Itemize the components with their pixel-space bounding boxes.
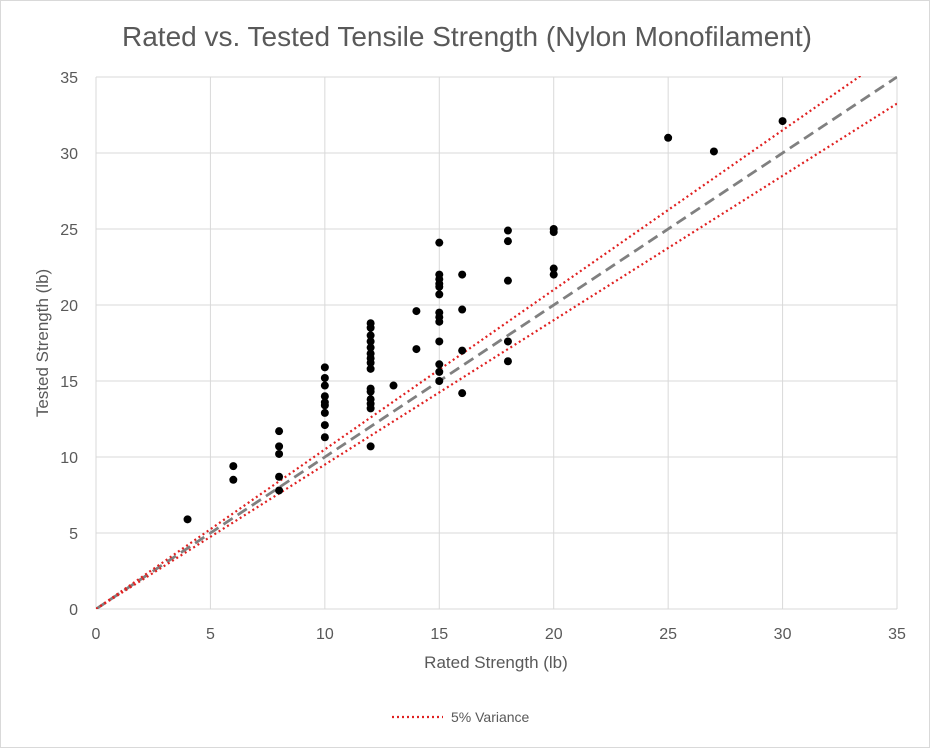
- legend: 5% Variance: [392, 709, 530, 725]
- data-point: [320, 373, 329, 382]
- data-point: [664, 133, 673, 142]
- data-point: [435, 360, 444, 369]
- y-tick-label: 30: [60, 146, 78, 163]
- data-point: [320, 421, 329, 430]
- data-point: [435, 367, 444, 376]
- data-point: [229, 462, 238, 471]
- data-point: [549, 264, 558, 273]
- chart-title: Rated vs. Tested Tensile Strength (Nylon…: [122, 21, 812, 52]
- legend-label-variance: 5% Variance: [451, 709, 530, 725]
- data-point: [389, 381, 398, 390]
- data-point: [366, 343, 375, 352]
- data-point: [183, 515, 192, 524]
- data-point: [709, 147, 718, 156]
- data-point: [275, 427, 284, 436]
- data-point: [458, 305, 467, 314]
- x-tick-label: 10: [316, 626, 334, 643]
- y-tick-label: 10: [60, 450, 78, 467]
- reference-lines: [96, 76, 897, 609]
- data-point: [458, 346, 467, 355]
- data-points: [183, 117, 787, 524]
- data-point: [366, 358, 375, 367]
- data-point: [458, 389, 467, 398]
- y-tick-label: 20: [60, 298, 78, 315]
- data-point: [229, 475, 238, 484]
- y-axis-ticks: 0 5 10 15 20 25 30 35: [60, 70, 78, 619]
- data-point: [366, 364, 375, 373]
- data-point: [435, 282, 444, 291]
- y-tick-label: 0: [69, 602, 78, 619]
- data-point: [458, 270, 467, 279]
- data-point: [503, 226, 512, 235]
- x-tick-label: 35: [888, 626, 906, 643]
- data-point: [366, 404, 375, 413]
- data-point: [320, 408, 329, 417]
- data-point: [320, 381, 329, 390]
- data-point: [275, 472, 284, 481]
- gridlines: [95, 76, 898, 610]
- x-axis-title: Rated Strength (lb): [424, 653, 568, 672]
- data-point: [275, 449, 284, 458]
- y-tick-label: 5: [69, 526, 78, 543]
- data-point: [503, 337, 512, 346]
- x-tick-label: 0: [92, 626, 101, 643]
- data-point: [549, 270, 558, 279]
- data-point: [435, 377, 444, 385]
- x-axis-ticks: 0 5 10 15 20 25 30 35: [92, 626, 906, 643]
- data-point: [320, 433, 329, 442]
- data-point: [435, 290, 444, 299]
- data-point: [503, 276, 512, 285]
- data-point: [366, 442, 375, 451]
- variance-line: [96, 76, 863, 609]
- data-point: [275, 442, 284, 451]
- data-point: [435, 238, 444, 247]
- data-point: [435, 337, 444, 346]
- data-point: [366, 387, 375, 396]
- y-tick-label: 25: [60, 222, 78, 239]
- data-point: [503, 237, 512, 246]
- data-point: [778, 117, 787, 126]
- data-point: [320, 401, 329, 410]
- y-tick-label: 35: [60, 70, 78, 87]
- x-tick-label: 30: [774, 626, 792, 643]
- data-point: [435, 317, 444, 326]
- data-point: [503, 357, 512, 366]
- x-tick-label: 15: [430, 626, 448, 643]
- y-axis-title: Tested Strength (lb): [33, 269, 52, 417]
- data-point: [549, 228, 558, 237]
- data-point: [320, 392, 329, 401]
- x-tick-label: 25: [659, 626, 677, 643]
- data-point: [320, 363, 329, 372]
- data-point: [412, 307, 421, 316]
- x-tick-label: 5: [206, 626, 215, 643]
- data-point: [366, 337, 375, 346]
- data-point: [412, 345, 421, 354]
- reference-line-1to1: [96, 76, 897, 609]
- data-point: [275, 486, 284, 495]
- x-tick-label: 20: [545, 626, 563, 643]
- y-tick-label: 15: [60, 374, 78, 391]
- data-point: [366, 331, 375, 340]
- data-point: [366, 323, 375, 332]
